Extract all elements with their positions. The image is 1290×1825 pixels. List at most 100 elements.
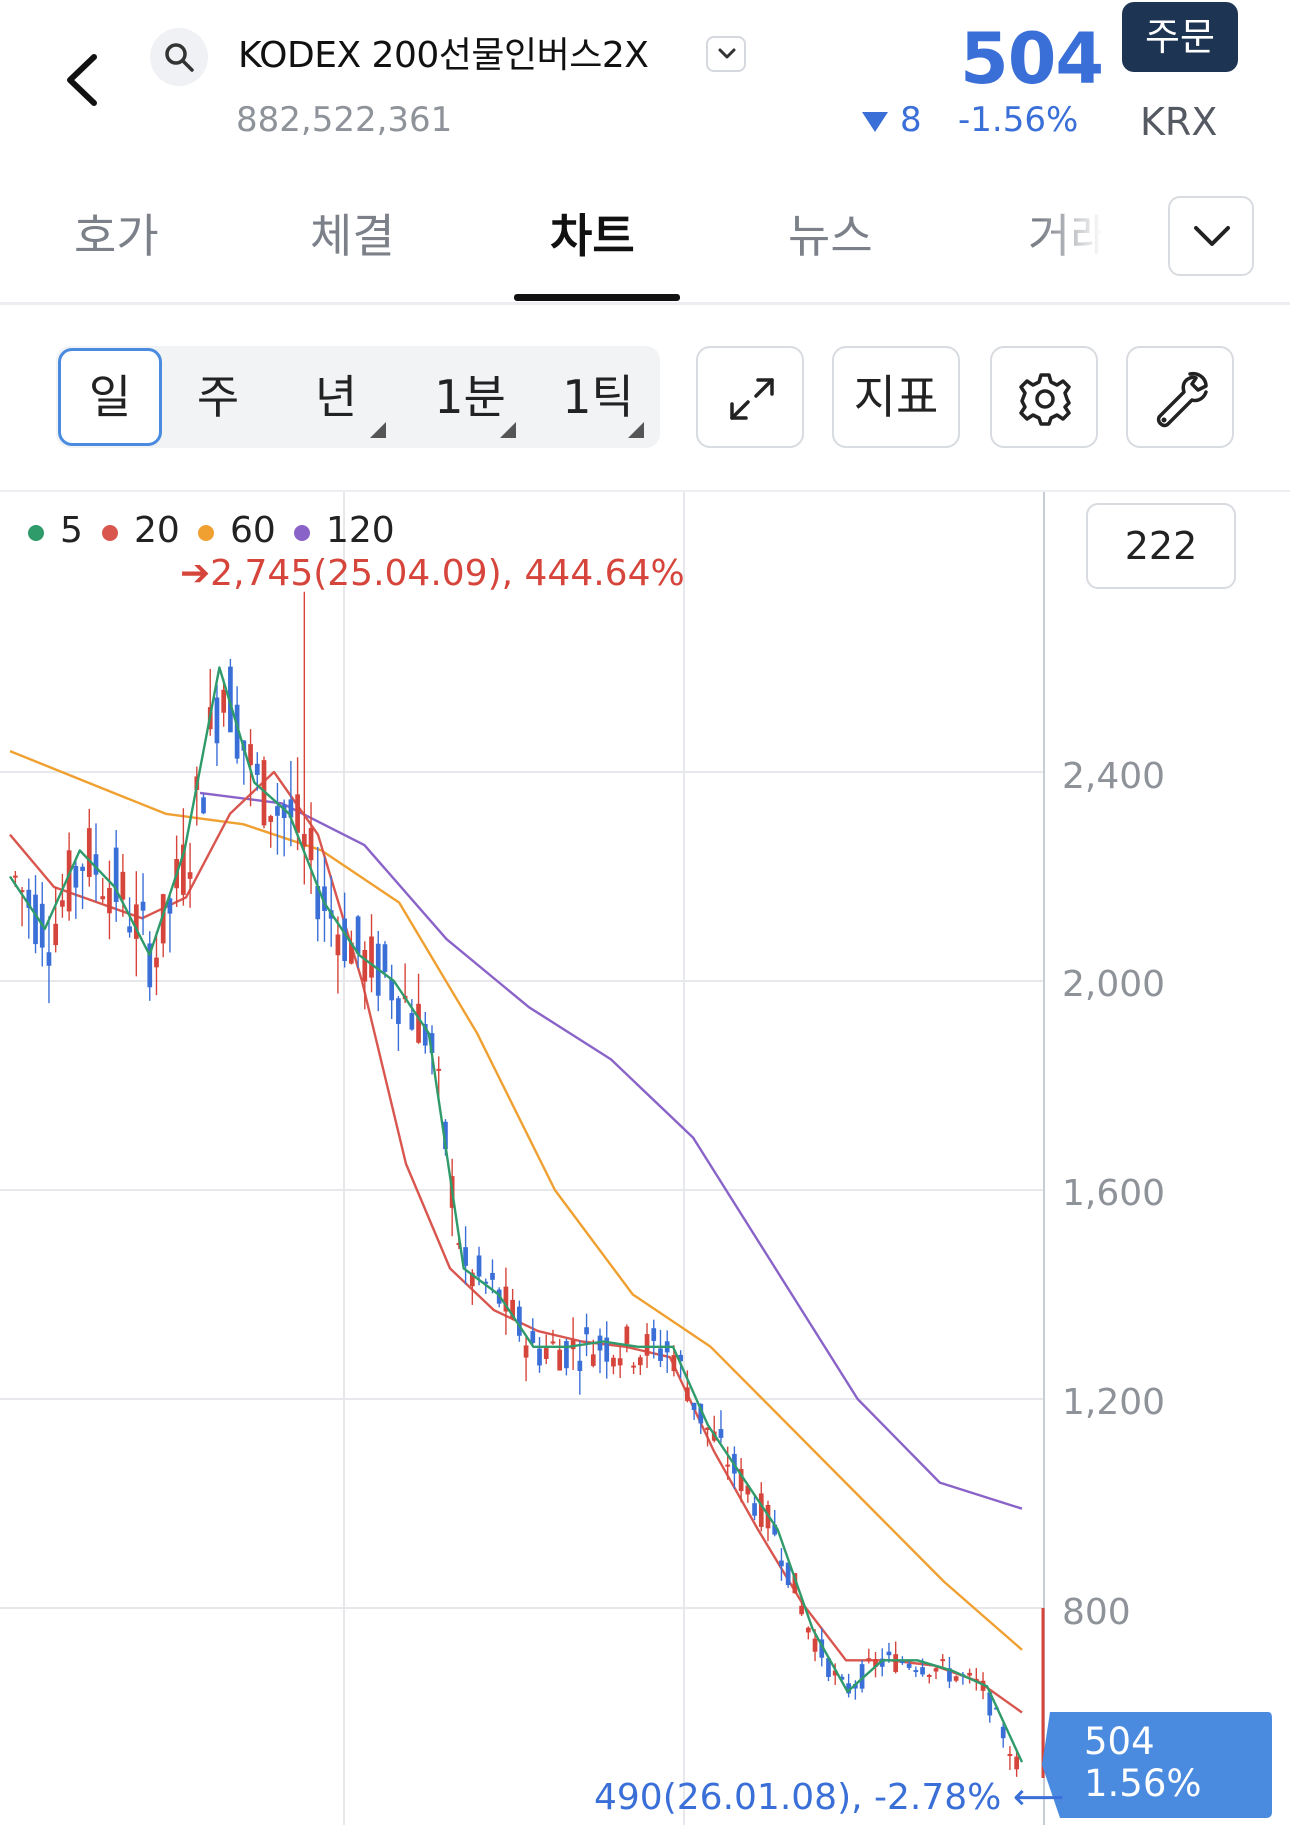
period-1min[interactable]: 1분	[434, 370, 506, 424]
candle-body	[866, 1658, 872, 1661]
y-tick-2000: 2,000	[1062, 964, 1166, 1005]
ma20-legend-label: 20	[134, 510, 180, 551]
current-price-tag	[1042, 1712, 1272, 1818]
candle-body	[624, 1326, 630, 1344]
candle-body	[33, 894, 38, 945]
candle-body	[349, 942, 354, 964]
candle-body	[288, 799, 294, 818]
candle-body	[26, 889, 32, 908]
candle-body	[248, 744, 253, 766]
candle-body	[362, 949, 368, 982]
stock-name[interactable]: KODEX 200선물인버스2X	[238, 35, 649, 76]
candle-body	[873, 1659, 878, 1667]
back-arrow-icon[interactable]	[58, 45, 110, 115]
period-year[interactable]: 년	[314, 370, 358, 424]
candle-body	[718, 1429, 724, 1438]
tab-trades[interactable]: 체결	[310, 209, 395, 263]
chevron-down-icon[interactable]	[706, 36, 746, 72]
period-week[interactable]: 주	[196, 370, 240, 424]
period-1tick[interactable]: 1틱	[562, 370, 634, 424]
candle-body	[13, 875, 18, 878]
candle-body	[886, 1651, 892, 1656]
candle-body	[584, 1327, 589, 1335]
tab-hoga[interactable]: 호가	[74, 209, 159, 263]
candle-body	[53, 923, 59, 946]
candle-body	[933, 1668, 939, 1672]
candle-body	[234, 704, 240, 759]
candle-body	[80, 866, 85, 871]
candle-body	[1014, 1756, 1019, 1770]
candle-body	[483, 1281, 489, 1284]
y-tick-1600: 1,600	[1062, 1173, 1166, 1214]
tab-active-indicator	[514, 294, 680, 301]
candle-body	[651, 1328, 657, 1341]
candle-body	[819, 1639, 825, 1658]
candle-body	[967, 1672, 972, 1676]
candle-body	[268, 816, 274, 822]
current-price: 504	[960, 18, 1104, 100]
candle-body	[799, 1605, 804, 1615]
ma60-legend-label: 60	[230, 510, 276, 551]
candle-body	[301, 833, 307, 847]
candle-body	[503, 1286, 509, 1312]
candle-body	[725, 1464, 731, 1467]
candle-body	[429, 1033, 435, 1053]
candle-body	[228, 666, 233, 733]
candle-body	[416, 1003, 421, 1043]
low-annotation-text: 490(26.01.08), -2.78%	[594, 1777, 1002, 1818]
tab-fade	[1040, 168, 1130, 298]
candle-body	[322, 886, 327, 911]
dropdown-corner-icon	[500, 422, 516, 438]
candle-body	[953, 1676, 959, 1681]
ma60-line	[9, 749, 1023, 1651]
drawing-tools-button[interactable]	[1126, 346, 1234, 448]
candle-body	[805, 1627, 811, 1633]
right-arrow-icon: ➔	[180, 553, 211, 594]
tab-more-button[interactable]	[1168, 196, 1254, 276]
candle-body	[295, 794, 300, 833]
chart-top-value-box[interactable]: 222	[1086, 503, 1236, 589]
candle-body	[469, 1272, 475, 1287]
left-arrow-icon: ⟵	[1012, 1777, 1065, 1818]
tab-chart[interactable]: 차트	[550, 209, 635, 263]
price-tag-percent: 1.56%	[1084, 1762, 1202, 1805]
candle-body	[187, 872, 193, 879]
candle-body	[463, 1247, 468, 1266]
ma120-line	[199, 791, 1023, 1510]
price-chart[interactable]	[0, 490, 1290, 1825]
candle-body	[342, 918, 347, 962]
candle-body	[120, 871, 126, 900]
candle-body	[691, 1402, 697, 1410]
candle-body	[46, 952, 52, 966]
candle-body	[678, 1354, 683, 1362]
candle-body	[133, 904, 139, 939]
price-change-percent: -1.56%	[958, 100, 1079, 140]
settings-button[interactable]	[990, 346, 1098, 448]
order-button[interactable]: 주문	[1122, 2, 1238, 72]
expand-button[interactable]	[696, 346, 804, 448]
candle-body	[644, 1334, 650, 1356]
candle-body	[738, 1468, 744, 1492]
candle-body	[127, 926, 132, 933]
candle-body	[181, 844, 186, 895]
candle-body	[926, 1674, 932, 1677]
candle-body	[604, 1337, 610, 1362]
candle-body	[846, 1683, 851, 1694]
candle-body	[281, 804, 287, 819]
ma120-legend-dot	[294, 525, 310, 541]
search-icon[interactable]	[150, 28, 208, 86]
indicator-button[interactable]: 지표	[832, 346, 960, 448]
expand-icon	[730, 378, 774, 420]
candle-body	[671, 1355, 677, 1372]
candle-body	[698, 1403, 704, 1424]
candle-body	[826, 1658, 831, 1677]
candle-body	[369, 936, 374, 978]
candle-body	[308, 828, 314, 861]
ma60-legend-dot	[198, 525, 214, 541]
gear-icon	[1019, 373, 1071, 426]
price-tag-price: 504	[1084, 1720, 1155, 1763]
tab-news[interactable]: 뉴스	[788, 209, 873, 263]
candle-body	[590, 1354, 596, 1366]
period-day[interactable]: 일	[58, 348, 162, 446]
trade-volume: 882,522,361	[236, 100, 453, 140]
